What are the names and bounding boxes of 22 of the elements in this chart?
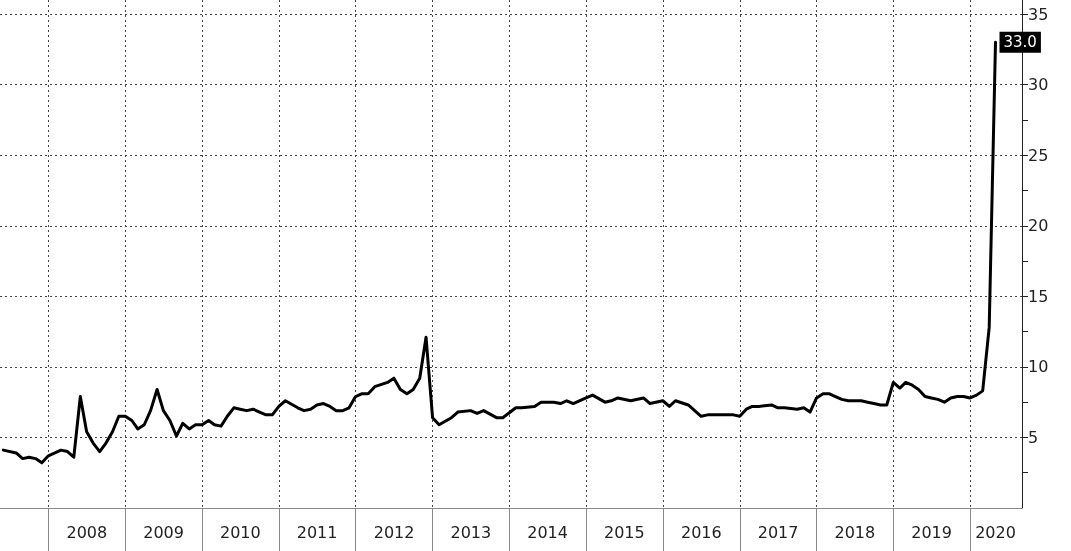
x-tick-label: 2013: [450, 522, 492, 542]
x-tick-label: 2015: [603, 522, 645, 542]
y-tick-label: 15: [1028, 286, 1049, 306]
x-tick-label: 2019: [911, 522, 952, 542]
y-tick-label: 10: [1028, 357, 1049, 377]
x-tick-label: 2018: [834, 522, 876, 542]
data-label: 33.0: [1003, 33, 1037, 52]
x-tick-label: 2020: [975, 522, 1016, 542]
y-tick-label: 35: [1028, 4, 1049, 24]
x-tick-label: 2009: [143, 522, 184, 542]
x-tick-label: 2010: [220, 522, 261, 542]
y-tick-label: 30: [1028, 75, 1049, 95]
y-tick-label: 5: [1028, 427, 1039, 447]
x-tick-label: 2017: [757, 522, 799, 542]
y-tick-label: 20: [1028, 216, 1049, 236]
line-series: [1, 40, 997, 465]
x-tick-label: 2011: [296, 522, 338, 542]
x-tick-label: 2012: [373, 522, 415, 542]
x-tick-label: 2016: [680, 522, 722, 542]
y-tick-label: 25: [1028, 145, 1049, 165]
x-tick-label: 2014: [527, 522, 568, 542]
x-tick-label: 2008: [66, 522, 108, 542]
